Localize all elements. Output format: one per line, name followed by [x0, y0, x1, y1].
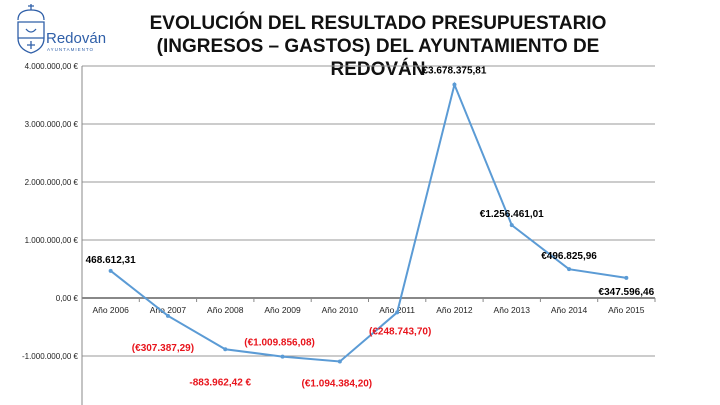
y-tick-label: 3.000.000,00 € [25, 120, 79, 129]
x-tick-label: Año 2015 [608, 305, 645, 315]
data-label: (€307.387,29) [132, 343, 194, 354]
data-point [395, 310, 400, 315]
x-tick-label: Año 2014 [551, 305, 588, 315]
redovan-logo: Redován AYUNTAMIENTO [6, 2, 116, 58]
series-line [110, 81, 627, 363]
data-label: €347.596,46 [599, 287, 655, 298]
y-tick-label: 2.000.000,00 € [25, 178, 79, 187]
data-point [624, 275, 629, 280]
data-point [567, 267, 572, 272]
y-tick-label: -1.000.000,00 € [22, 352, 79, 361]
data-label: (€1.009.856,08) [244, 338, 315, 349]
chart-title: EVOLUCIÓN DEL RESULTADO PRESUPUESTARIO (… [149, 13, 607, 80]
data-point [165, 313, 170, 318]
data-point [223, 347, 228, 352]
data-label: (€1.094.384,20) [302, 378, 373, 389]
y-tick-label: 4.000.000,00 € [25, 62, 79, 71]
data-label: €1.256.461,01 [480, 209, 544, 220]
x-tick-label: Año 2010 [322, 305, 359, 315]
x-tick-label: Año 2007 [150, 305, 187, 315]
x-tick-label: Año 2006 [92, 305, 129, 315]
x-tick-label: Año 2008 [207, 305, 244, 315]
data-point [337, 359, 342, 364]
data-point [452, 82, 457, 87]
y-tick-label: 1.000.000,00 € [25, 236, 79, 245]
x-tick-label: Año 2009 [264, 305, 301, 315]
data-label: €3.678.375,81 [422, 66, 486, 77]
data-point [280, 354, 285, 359]
data-point [509, 223, 514, 228]
x-tick-label: Año 2013 [494, 305, 531, 315]
logo-text: Redován [46, 30, 106, 47]
data-label: -883.962,42 € [189, 377, 251, 388]
logo-subtitle: AYUNTAMIENTO [47, 47, 94, 52]
data-label: €496.825,96 [541, 251, 597, 262]
y-tick-label: 0,00 € [56, 294, 79, 303]
x-tick-label: Año 2012 [436, 305, 473, 315]
data-label: 468.612,31 [86, 255, 136, 266]
data-point [108, 268, 113, 273]
data-label: (€248.743,70) [369, 326, 431, 337]
